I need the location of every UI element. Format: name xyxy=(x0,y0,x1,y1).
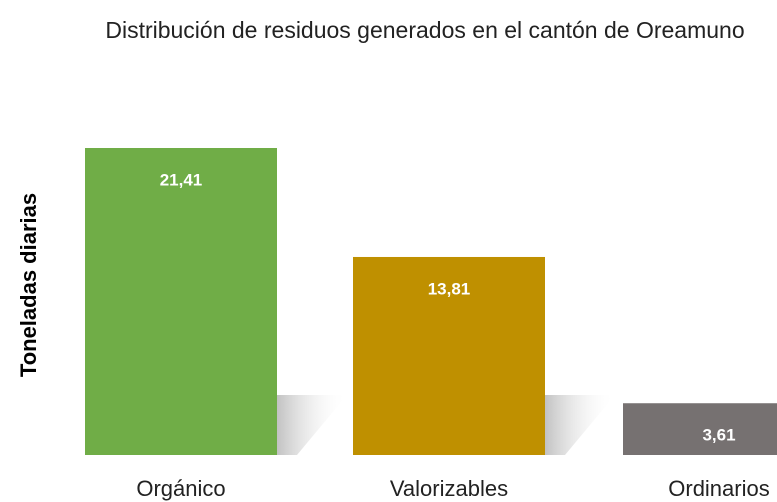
x-tick-label: Valorizables xyxy=(390,476,508,501)
bar xyxy=(353,256,545,455)
y-axis-label: Toneladas diarias xyxy=(16,193,41,377)
data-label: 3,61 xyxy=(702,426,735,445)
bar-shadow xyxy=(545,395,615,455)
bar xyxy=(85,148,277,455)
x-tick-label: Ordinarios xyxy=(668,476,769,501)
data-label: 13,81 xyxy=(428,279,471,298)
bar xyxy=(623,403,777,455)
x-tick-label: Orgánico xyxy=(136,476,225,501)
data-label: 21,41 xyxy=(160,170,203,189)
bar-shadow xyxy=(277,395,347,455)
chart-title: Distribución de residuos generados en el… xyxy=(105,17,745,43)
